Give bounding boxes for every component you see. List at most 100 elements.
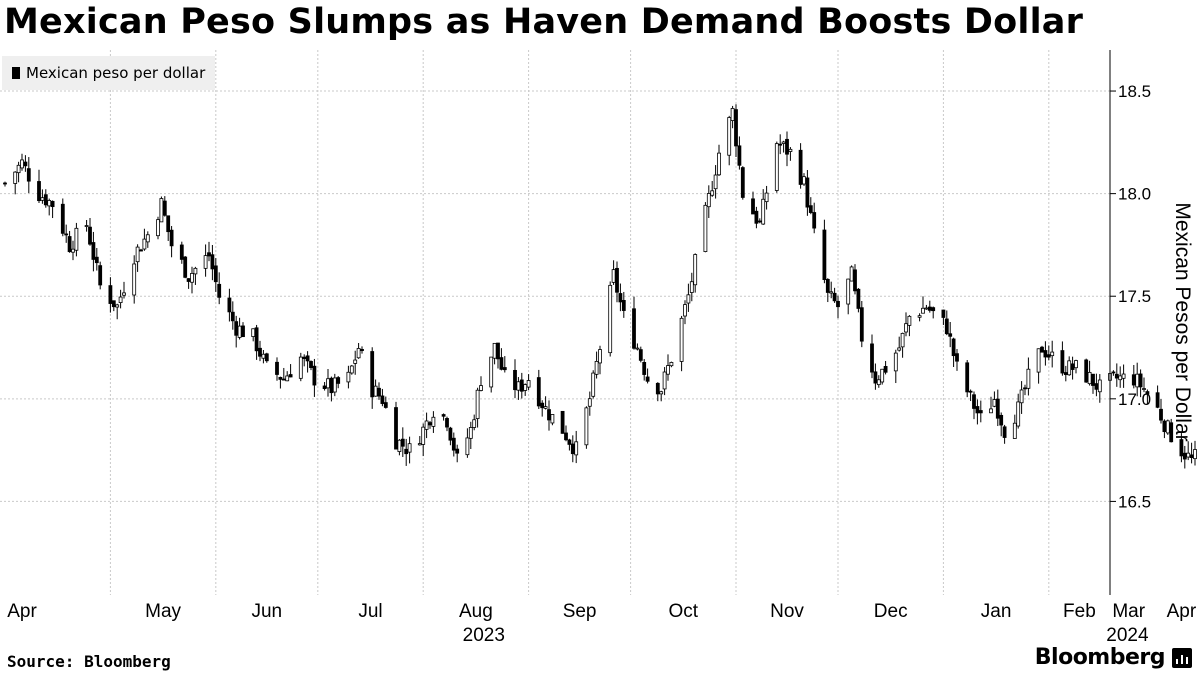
candle-body — [1118, 375, 1123, 381]
candle-body — [1162, 420, 1167, 433]
candle-body — [84, 225, 89, 227]
x-tick-label: Apr — [7, 601, 37, 622]
candle-body — [1016, 401, 1021, 427]
candle-body — [1040, 346, 1044, 353]
candle-body — [526, 380, 531, 388]
candle-body — [234, 321, 239, 336]
candle-body — [329, 377, 334, 394]
candle-body — [20, 159, 24, 169]
candle-body — [91, 242, 96, 260]
candle-body — [1043, 350, 1048, 358]
candle-body — [999, 414, 1004, 426]
candle-body — [431, 416, 436, 427]
brand-name: Bloomberg — [1034, 645, 1166, 670]
y-tick-label: 18.0 — [1118, 185, 1151, 204]
candle-body — [955, 353, 959, 362]
candle-body — [944, 318, 949, 335]
candle-body — [1091, 373, 1095, 386]
candle-body — [574, 441, 579, 456]
candle-body — [1121, 373, 1126, 379]
candle-body — [757, 220, 762, 223]
candle-body — [64, 233, 69, 236]
candle-body — [404, 448, 409, 455]
candle-body — [1094, 383, 1099, 390]
candle-body — [441, 414, 446, 417]
candle-body — [43, 194, 48, 206]
candle-body — [1114, 373, 1119, 379]
candle-body — [812, 212, 817, 229]
candle-body — [516, 381, 521, 391]
x-tick-label: Aug — [459, 601, 493, 622]
candle-body — [108, 285, 113, 304]
legend-swatch — [12, 67, 20, 79]
candle-body — [642, 362, 647, 375]
y-tick-label: 16.5 — [1118, 492, 1151, 511]
candle-body — [275, 361, 279, 375]
candle-body — [666, 365, 670, 375]
candle-body — [523, 384, 528, 391]
candle-body — [162, 200, 167, 216]
candle-body — [88, 226, 92, 245]
candle-body — [1084, 359, 1089, 383]
candle-body — [1179, 439, 1184, 457]
candle-body — [655, 382, 660, 395]
candle-body — [734, 109, 738, 147]
candle-body — [1046, 354, 1051, 358]
candle-body — [846, 278, 851, 305]
candle-body — [645, 376, 650, 382]
source-note: Source: Bloomberg — [7, 652, 171, 671]
candle-body — [23, 161, 28, 167]
candle-body — [754, 210, 759, 224]
candle-body — [587, 398, 592, 407]
candle-body — [394, 407, 398, 450]
candle-body — [598, 349, 602, 364]
candle-body — [326, 378, 330, 389]
candle-body — [258, 347, 262, 357]
candle-body — [713, 174, 718, 190]
y-tick-label: 18.5 — [1118, 82, 1151, 101]
candle-body — [669, 362, 674, 367]
candle-body — [122, 292, 126, 296]
candle-body — [907, 315, 912, 326]
candle-body — [417, 443, 422, 446]
candle-body — [805, 177, 810, 208]
candle-body — [261, 353, 266, 359]
candle-body — [594, 361, 599, 375]
candle-body — [288, 374, 293, 378]
candle-body — [40, 197, 45, 201]
candle-body — [659, 391, 664, 395]
candle-body — [71, 248, 75, 253]
candle-body — [302, 356, 307, 360]
candle-body — [421, 426, 426, 445]
x-tick-label: Jun — [251, 601, 282, 622]
candle-body — [1050, 351, 1055, 357]
candle-body — [859, 307, 864, 342]
candle-body — [567, 439, 572, 445]
candle-body — [465, 437, 470, 456]
candle-body — [1070, 363, 1075, 370]
candle-body — [370, 351, 375, 398]
candle-body — [876, 379, 881, 386]
candle-body — [1036, 348, 1041, 373]
candle-body — [400, 438, 405, 447]
candle-body — [1169, 422, 1174, 443]
candle-body — [632, 308, 636, 349]
candle-body — [336, 377, 341, 384]
candle-body — [349, 365, 354, 374]
candle-body — [210, 254, 215, 270]
candle-body — [353, 359, 358, 364]
candle-body — [1087, 371, 1092, 385]
candle-body — [778, 143, 783, 146]
candle-body — [47, 200, 52, 207]
candle-body — [502, 367, 507, 371]
candle-body — [570, 443, 575, 455]
candle-body — [662, 371, 667, 390]
candle-body — [683, 304, 687, 317]
candle-body — [1074, 360, 1078, 369]
candle-body — [135, 246, 140, 263]
candle-body — [513, 369, 517, 391]
candle-body — [989, 408, 993, 414]
candle-body — [706, 193, 711, 208]
candle-body — [917, 315, 922, 318]
candle-body — [322, 385, 327, 389]
